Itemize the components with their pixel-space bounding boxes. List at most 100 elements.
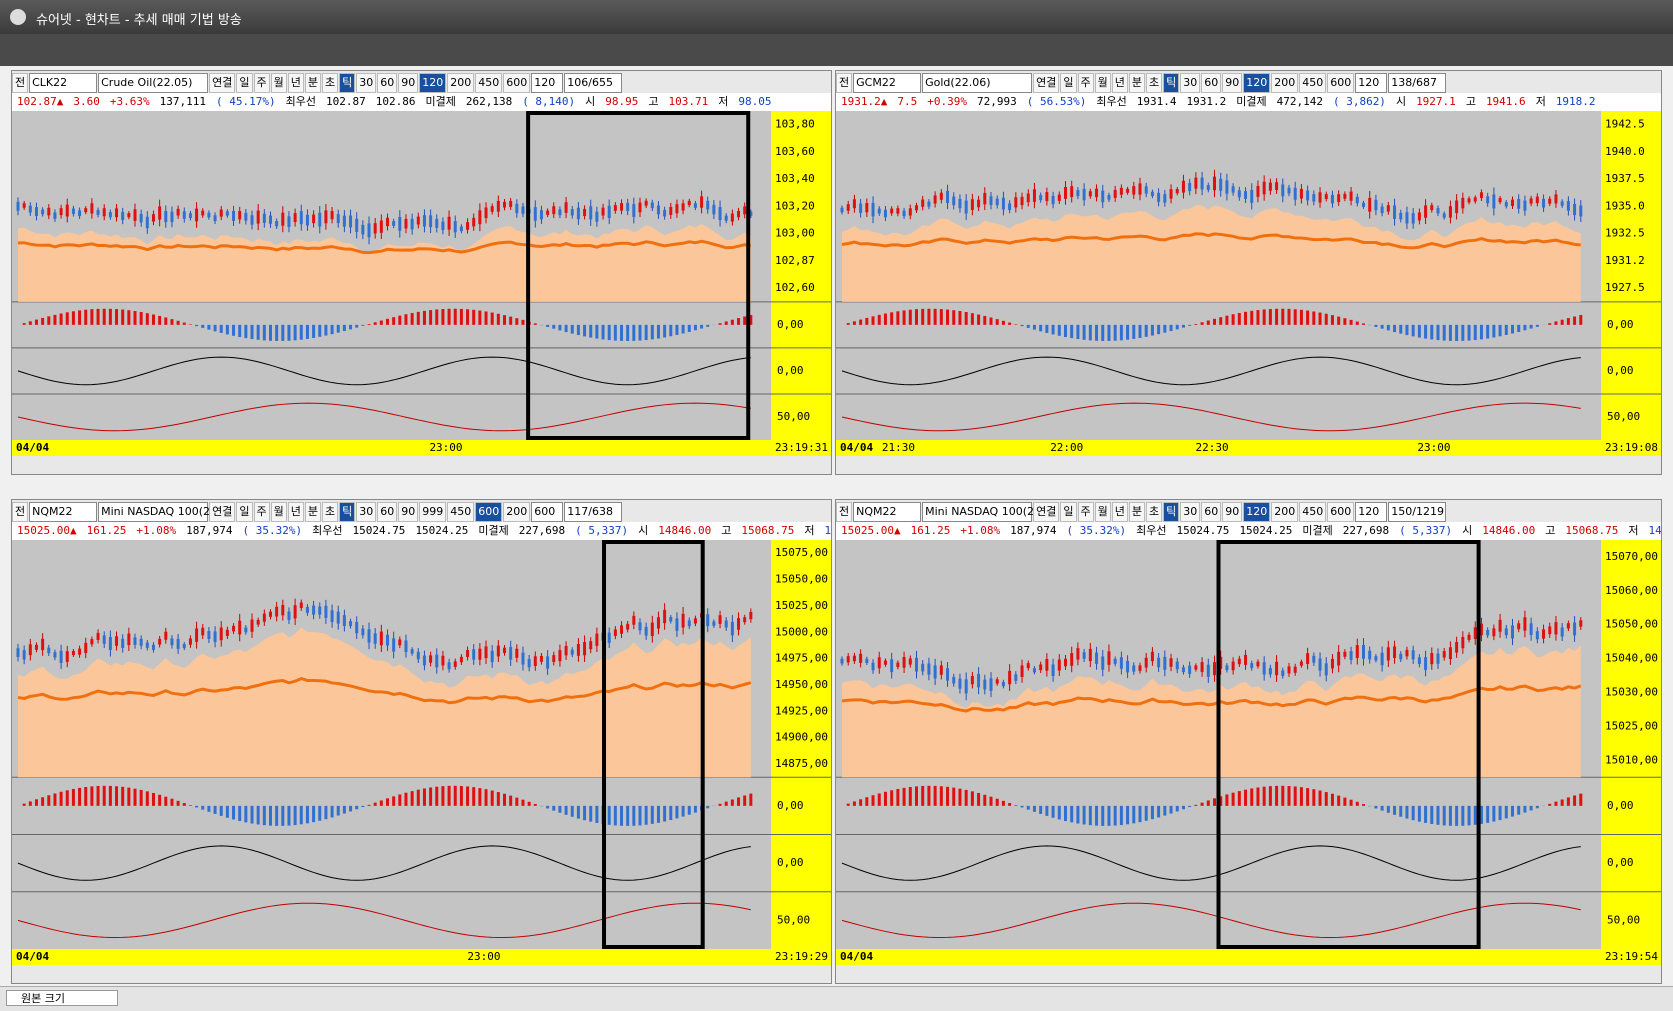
period-button[interactable]: 600: [475, 502, 502, 522]
period-button[interactable]: 90: [398, 502, 418, 522]
period-button[interactable]: 999: [419, 502, 446, 522]
candle-body: [232, 626, 235, 631]
period-button[interactable]: 주: [254, 502, 270, 522]
period-button[interactable]: 틱: [339, 502, 355, 522]
mode-button[interactable]: 전: [12, 73, 28, 93]
period-button[interactable]: 월: [271, 73, 287, 93]
period-button[interactable]: 450: [1299, 502, 1326, 522]
histogram-bar: [694, 806, 697, 813]
period-button[interactable]: 120: [1243, 502, 1270, 522]
period-button[interactable]: 600: [1327, 73, 1354, 93]
period-button[interactable]: 30: [1180, 502, 1200, 522]
histogram-bar: [1530, 325, 1533, 329]
period-button[interactable]: 분: [305, 73, 321, 93]
period-button[interactable]: 일: [1060, 502, 1076, 522]
time-label: 23:00: [467, 950, 500, 963]
candle-body: [454, 221, 457, 232]
period-button[interactable]: 틱: [339, 73, 355, 93]
candle-body: [103, 635, 106, 643]
period-button[interactable]: 분: [1129, 73, 1145, 93]
symbol-code[interactable]: NQM22: [853, 502, 921, 522]
period-button[interactable]: 연결: [209, 502, 235, 522]
period-button[interactable]: 초: [1146, 73, 1162, 93]
candle-body: [466, 222, 469, 230]
candle-body: [1014, 674, 1017, 680]
zoom-select[interactable]: 원본 크기: [6, 990, 118, 1006]
histogram-bar: [1170, 806, 1173, 814]
period-button[interactable]: 주: [1078, 502, 1094, 522]
period-button[interactable]: 초: [322, 502, 338, 522]
mode-button[interactable]: 전: [12, 502, 28, 522]
period-button[interactable]: 분: [305, 502, 321, 522]
period-button[interactable]: 년: [1112, 73, 1128, 93]
histogram-bar: [238, 806, 241, 821]
mode-button[interactable]: 전: [836, 73, 852, 93]
period-button[interactable]: 60: [377, 502, 397, 522]
period-button[interactable]: 월: [1095, 73, 1111, 93]
candle-body: [1083, 189, 1086, 200]
mode-button[interactable]: 전: [836, 502, 852, 522]
quote-field: 1931.2: [1186, 95, 1226, 108]
histogram-bar: [865, 318, 868, 325]
histogram-bar: [903, 310, 906, 324]
period-button[interactable]: 200: [503, 502, 530, 522]
period-button[interactable]: 주: [254, 73, 270, 93]
symbol-name[interactable]: Crude Oil(22.05): [98, 73, 208, 93]
period-button[interactable]: 월: [271, 502, 287, 522]
symbol-name[interactable]: Mini NASDAQ 100(22.0: [922, 502, 1032, 522]
symbol-code[interactable]: GCM22: [853, 73, 921, 93]
period-button[interactable]: 600: [1327, 502, 1354, 522]
candle-body: [312, 215, 315, 224]
symbol-name[interactable]: Mini NASDAQ 100(22.0: [98, 502, 208, 522]
period-button[interactable]: 초: [1146, 502, 1162, 522]
period-button[interactable]: 년: [288, 73, 304, 93]
period-button[interactable]: 주: [1078, 73, 1094, 93]
period-button[interactable]: 120: [419, 73, 446, 93]
period-button[interactable]: 일: [1060, 73, 1076, 93]
period-button[interactable]: 200: [1271, 73, 1298, 93]
period-button[interactable]: 분: [1129, 502, 1145, 522]
histogram-bar: [1269, 786, 1272, 806]
period-button[interactable]: 60: [1201, 73, 1221, 93]
period-button[interactable]: 450: [1299, 73, 1326, 93]
symbol-name[interactable]: Gold(22.06): [922, 73, 1032, 93]
period-button[interactable]: 년: [1112, 502, 1128, 522]
period-button[interactable]: 90: [398, 73, 418, 93]
histogram-bar: [1021, 325, 1024, 326]
period-button[interactable]: 연결: [1033, 502, 1059, 522]
interval-select[interactable]: 120: [1355, 502, 1387, 522]
period-button[interactable]: 90: [1222, 502, 1242, 522]
candle-body: [368, 223, 371, 237]
histogram-bar: [318, 325, 321, 337]
interval-select[interactable]: 120: [531, 73, 563, 93]
period-button[interactable]: 월: [1095, 502, 1111, 522]
period-button[interactable]: 년: [288, 502, 304, 522]
period-button[interactable]: 일: [236, 73, 252, 93]
period-button[interactable]: 200: [1271, 502, 1298, 522]
period-button[interactable]: 450: [447, 502, 474, 522]
period-button[interactable]: 60: [377, 73, 397, 93]
period-button[interactable]: 90: [1222, 73, 1242, 93]
period-button[interactable]: 틱: [1163, 73, 1179, 93]
period-button[interactable]: 60: [1201, 502, 1221, 522]
period-button[interactable]: 30: [356, 502, 376, 522]
period-button[interactable]: 30: [1180, 73, 1200, 93]
period-button[interactable]: 일: [236, 502, 252, 522]
interval-select[interactable]: 120: [1355, 73, 1387, 93]
candle-body: [1064, 187, 1067, 199]
symbol-code[interactable]: CLK22: [29, 73, 97, 93]
period-button[interactable]: 200: [447, 73, 474, 93]
period-button[interactable]: 틱: [1163, 502, 1179, 522]
histogram-bar: [35, 320, 38, 325]
interval-select[interactable]: 600: [531, 502, 563, 522]
period-button[interactable]: 연결: [209, 73, 235, 93]
period-button[interactable]: 연결: [1033, 73, 1059, 93]
period-button[interactable]: 초: [322, 73, 338, 93]
period-button[interactable]: 30: [356, 73, 376, 93]
period-button[interactable]: 120: [1243, 73, 1270, 93]
period-button[interactable]: 600: [503, 73, 530, 93]
symbol-code[interactable]: NQM22: [29, 502, 97, 522]
period-button[interactable]: 450: [475, 73, 502, 93]
histogram-bar: [312, 806, 315, 822]
candle-body: [589, 641, 592, 649]
